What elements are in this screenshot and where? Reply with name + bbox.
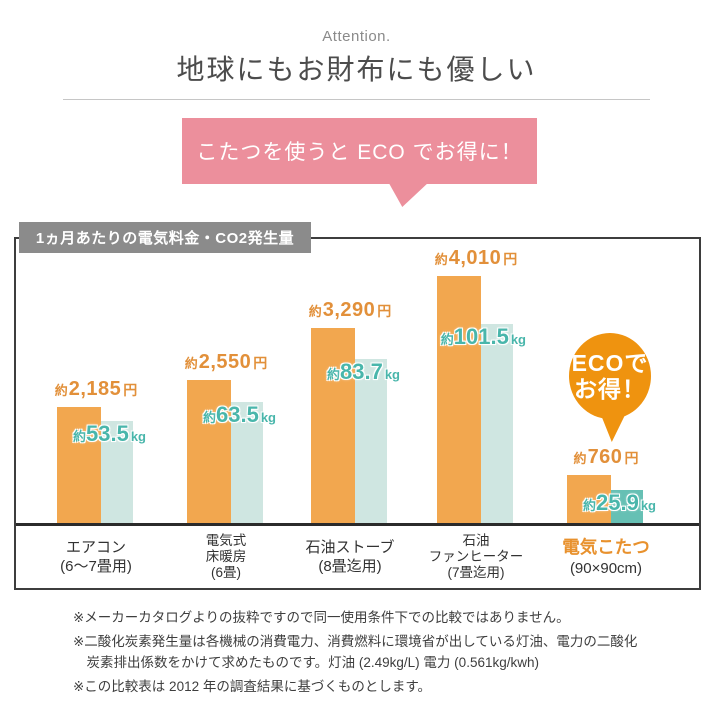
category-line: (8畳迄用) [318, 558, 382, 575]
category-label-0: エアコン (6～7畳用) [31, 526, 161, 588]
price-label: 約4,010 円 [391, 247, 561, 270]
price-value: 2,185 [68, 378, 122, 400]
price-label: 約2,550 円 [141, 351, 311, 374]
co2-approx-prefix: 約 [440, 332, 454, 347]
attention-label: Attention. [322, 28, 391, 45]
eco-badge-line2: お得！ [574, 376, 646, 402]
note-2: ※この比較表は 2012 年の調査結果に基づくものとします。 [73, 678, 431, 694]
price-approx-prefix: 約 [573, 451, 587, 466]
price-value: 760 [587, 446, 623, 468]
co2-label: 約25.9 kg [506, 490, 656, 516]
price-bar [187, 380, 231, 523]
co2-approx-prefix: 約 [72, 429, 86, 444]
speech-bubble: こたつを使うと ECO でお得に！ [182, 118, 537, 184]
price-label: 約2,185 円 [11, 378, 181, 401]
price-approx-prefix: 約 [184, 356, 198, 371]
category-label-4: 電気こたつ (90×90cm) [541, 526, 671, 588]
chart-panel: 約2,185 円約53.5 kg 約2,550 円約63.5 kg 約3,290 円約83.7… [14, 237, 701, 590]
category-line: 石油 [462, 532, 490, 548]
price-unit: 円 [253, 355, 268, 371]
bar-group-3: 約4,010 円約101.5 kg [421, 239, 531, 523]
co2-approx-prefix: 約 [202, 410, 216, 425]
bar-group-4: 約760 円約25.9 kg [551, 239, 661, 523]
price-value: 4,010 [448, 247, 502, 269]
price-unit: 円 [377, 303, 392, 319]
price-unit: 円 [503, 251, 518, 267]
co2-value: 63.5 [216, 402, 259, 427]
price-approx-prefix: 約 [54, 383, 68, 398]
category-line: ファンヒーター [428, 548, 524, 564]
note-0: ※メーカーカタログよりの抜粋ですので同一使用条件下での比較ではありません。 [73, 610, 570, 625]
price-bar [57, 407, 101, 523]
price-bar [311, 328, 355, 523]
category-line: (6畳) [211, 565, 241, 581]
co2-value: 101.5 [453, 324, 509, 349]
price-unit: 円 [123, 382, 138, 398]
category-label-3: 石油 ファンヒーター (7畳迄用) [411, 526, 541, 588]
price-approx-prefix: 約 [308, 304, 322, 319]
co2-label: 約101.5 kg [376, 324, 526, 350]
page-title: 地球にもお財布にも優しい [176, 54, 537, 85]
category-line: エアコン [65, 538, 126, 556]
co2-value: 53.5 [86, 421, 129, 446]
bar-group-1: 約2,550 円約63.5 kg [171, 239, 281, 523]
category-line: (90×90cm) [569, 559, 643, 577]
price-bar [437, 276, 481, 523]
co2-unit: kg [130, 429, 146, 444]
category-line: 電気式 [205, 532, 247, 548]
category-line: 床暖房 [205, 548, 247, 564]
co2-value: 25.9 [596, 490, 639, 515]
price-unit: 円 [624, 450, 639, 466]
co2-unit: kg [260, 410, 276, 425]
category-line: (6～7畳用) [60, 558, 132, 575]
co2-value: 83.7 [340, 359, 383, 384]
co2-label: 約53.5 kg [0, 421, 146, 447]
plot-area: 約2,185 円約53.5 kg 約2,550 円約63.5 kg 約3,290 円約83.7… [16, 239, 699, 526]
note-1: ※二酸化炭素発生量は各機械の消費電力、消費燃料に環境省が出している灯油、電力の二… [73, 634, 638, 670]
price-value: 3,290 [322, 299, 376, 321]
bar-group-2: 約3,290 円約83.7 kg [295, 239, 405, 523]
category-row: エアコン (6～7畳用) 電気式 床暖房 (6畳) 石油ストーブ (8畳迄用) 石油 ファンヒー… [16, 526, 699, 588]
price-label: 約760 円 [521, 446, 691, 469]
notes-section: ※メーカーカタログよりの抜粋ですので同一使用条件下での比較ではありません。 ※二酸… [73, 608, 665, 701]
price-label: 約3,290 円 [265, 299, 435, 322]
title-divider [63, 99, 650, 100]
price-value: 2,550 [198, 351, 252, 373]
co2-unit: kg [384, 367, 400, 382]
speech-bubble-text: こたつを使うと ECO でお得に！ [196, 141, 523, 164]
price-approx-prefix: 約 [434, 252, 448, 267]
co2-approx-prefix: 約 [582, 498, 596, 513]
category-label-1: 電気式 床暖房 (6畳) [161, 526, 291, 588]
bar-group-0: 約2,185 円約53.5 kg [41, 239, 151, 523]
co2-unit: kg [640, 498, 656, 513]
eco-badge-line1: ECOで [571, 349, 649, 376]
co2-label: 約63.5 kg [126, 402, 276, 428]
category-line: (7畳迄用) [447, 565, 505, 581]
co2-approx-prefix: 約 [326, 367, 340, 382]
category-label-2: 石油ストーブ (8畳迄用) [285, 526, 415, 588]
eco-badge: ECOで お得！ [569, 333, 651, 419]
speech-bubble-tail [388, 183, 428, 207]
co2-unit: kg [510, 332, 526, 347]
category-line: 電気こたつ [562, 537, 650, 558]
chart-title-badge: 1ヵ月あたりの電気料金・CO2発生量 [19, 222, 311, 253]
co2-label: 約83.7 kg [250, 359, 400, 385]
price-bar [567, 475, 611, 523]
category-line: 石油ストーブ [305, 538, 395, 556]
